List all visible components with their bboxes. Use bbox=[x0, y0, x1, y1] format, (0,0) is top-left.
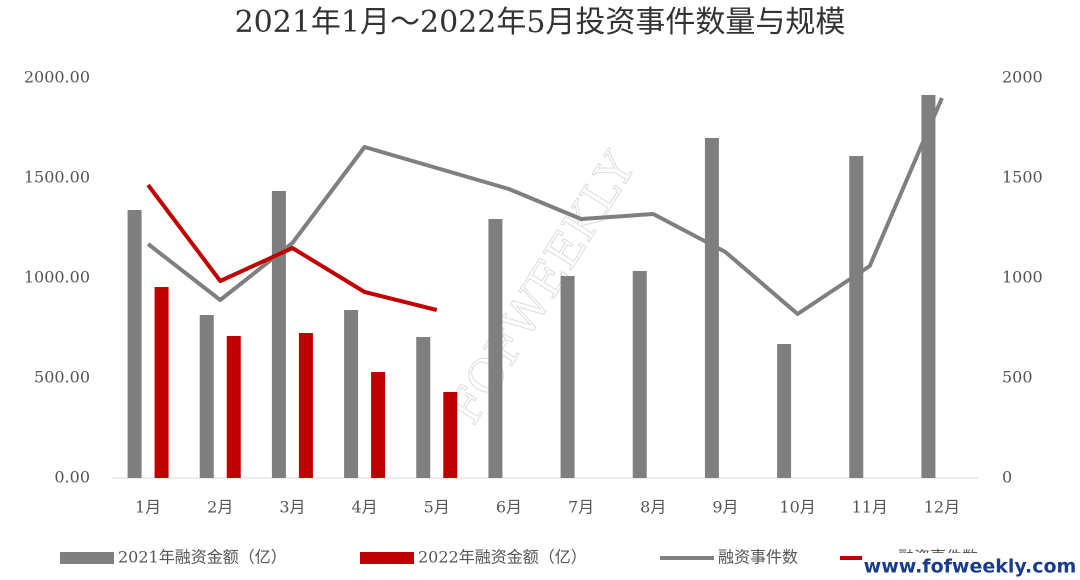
bar bbox=[154, 287, 169, 478]
legend-swatch bbox=[360, 552, 414, 564]
x-tick-label: 8月 bbox=[640, 498, 666, 517]
legend-swatch bbox=[60, 552, 114, 564]
line bbox=[146, 183, 438, 312]
bar bbox=[704, 138, 719, 478]
bar bbox=[777, 344, 792, 478]
x-tick-label: 11月 bbox=[852, 498, 888, 517]
legend-label: 2021年融资金额（亿） bbox=[118, 548, 287, 567]
y2-tick-label: 2000 bbox=[1002, 68, 1043, 87]
x-tick-label: 7月 bbox=[568, 498, 594, 517]
bar bbox=[199, 315, 214, 478]
x-tick-label: 1月 bbox=[135, 498, 161, 517]
bar bbox=[127, 210, 142, 478]
y-tick-label: 500.00 bbox=[34, 368, 90, 387]
bar bbox=[632, 271, 647, 478]
y2-tick-label: 500 bbox=[1002, 368, 1033, 387]
bar bbox=[344, 310, 359, 478]
y2-tick-label: 1500 bbox=[1002, 168, 1043, 187]
x-tick-label: 9月 bbox=[712, 498, 738, 517]
chart-title: 2021年1月～2022年5月投资事件数量与规模 bbox=[235, 5, 846, 40]
bar bbox=[849, 156, 864, 478]
watermark: FOFWEEKLY bbox=[437, 142, 647, 433]
y-tick-label: 1500.00 bbox=[24, 168, 90, 187]
bar bbox=[443, 392, 458, 478]
bar bbox=[488, 219, 503, 478]
x-tick-label: 6月 bbox=[496, 498, 522, 517]
x-tick-label: 3月 bbox=[279, 498, 305, 517]
x-tick-label: 2月 bbox=[207, 498, 233, 517]
x-tick-label: 4月 bbox=[351, 498, 377, 517]
legend-label: 2022年融资金额（亿） bbox=[418, 548, 587, 567]
bar bbox=[298, 333, 313, 478]
source: www.fofweekly.com bbox=[864, 556, 1077, 578]
y2-tick-label: 1000 bbox=[1002, 268, 1043, 287]
y-tick-label: 0.00 bbox=[54, 468, 90, 487]
bar bbox=[226, 336, 241, 478]
y2-tick-label: 0 bbox=[1002, 468, 1012, 487]
bar bbox=[371, 372, 386, 478]
bar bbox=[921, 95, 936, 478]
source-bg bbox=[862, 553, 1080, 580]
y-tick-label: 1000.00 bbox=[24, 268, 90, 287]
legend-label: 融资事件数 bbox=[718, 548, 798, 567]
y-tick-label: 2000.00 bbox=[24, 68, 90, 87]
bar bbox=[416, 337, 431, 478]
x-tick-label: 10月 bbox=[779, 498, 815, 517]
bar bbox=[271, 191, 286, 478]
bar bbox=[560, 276, 575, 478]
x-tick-label: 5月 bbox=[424, 498, 450, 517]
x-tick-label: 12月 bbox=[924, 498, 960, 517]
